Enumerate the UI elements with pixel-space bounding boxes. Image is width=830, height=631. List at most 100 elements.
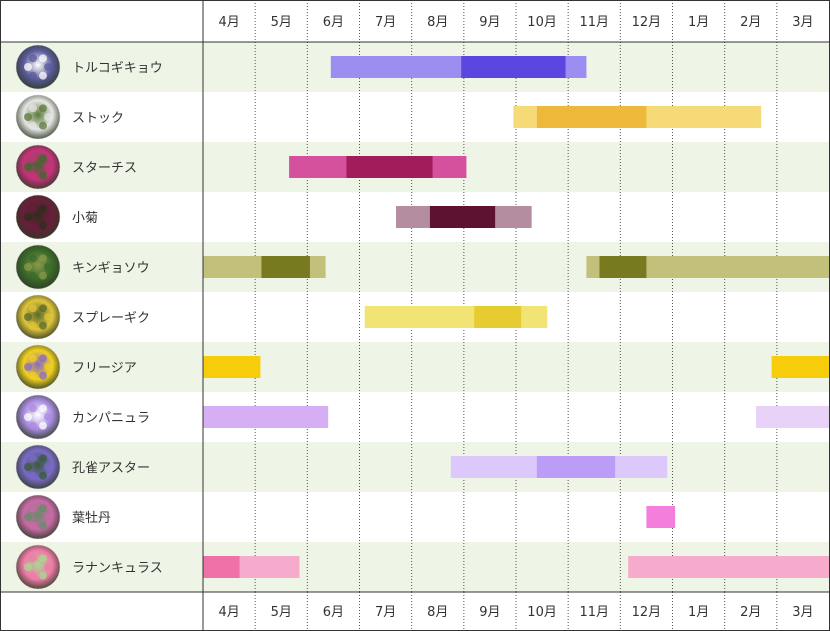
row-background [0, 442, 830, 492]
row-background [0, 392, 830, 442]
statice-photo [15, 144, 61, 190]
petal-mark [29, 221, 37, 230]
season-bars [203, 56, 829, 578]
month-tick-label: 11月 [579, 605, 609, 620]
month-tick-label: 7月 [375, 605, 396, 620]
petal-mark [29, 571, 37, 580]
flower-row-label: ストック [15, 94, 124, 140]
petal-mark [29, 204, 37, 213]
petal-mark [39, 121, 47, 130]
petal-mark [24, 213, 32, 221]
month-tick-label: 8月 [427, 605, 448, 620]
petal-mark [39, 354, 47, 363]
petal-mark [39, 171, 47, 180]
petal-mark [24, 263, 32, 271]
petal-mark [39, 521, 47, 530]
peacock-aster-photo [15, 444, 61, 490]
flower-name: 葉牡丹 [72, 511, 111, 526]
snapdragon-photo [15, 244, 61, 290]
season-bar [429, 206, 496, 228]
petal-mark [44, 213, 52, 221]
petal-mark [39, 504, 47, 513]
petal-mark [29, 504, 37, 513]
petal-mark [29, 521, 37, 530]
petal-mark [29, 54, 37, 63]
month-tick-label: 10月 [527, 15, 557, 30]
campanula-photo [15, 394, 61, 440]
petal-mark [44, 113, 52, 121]
month-tick-label: 2月 [740, 605, 761, 620]
month-tick-label: 12月 [632, 605, 662, 620]
petal-mark [39, 54, 47, 63]
petal-mark [24, 163, 32, 171]
petal-mark [24, 363, 32, 371]
petal-mark [29, 421, 37, 430]
season-bar [536, 106, 647, 128]
petal-mark [29, 121, 37, 130]
flower-row-label: ラナンキュラス [15, 544, 163, 590]
petal-mark [39, 554, 47, 563]
flower-name: フリージア [72, 361, 137, 376]
petal-mark [24, 63, 32, 71]
petal-mark [29, 354, 37, 363]
flower-row-label: 小菊 [15, 194, 98, 240]
season-bar [203, 406, 329, 428]
petal-mark [29, 404, 37, 413]
month-tick-label: 1月 [688, 605, 709, 620]
petal-mark [39, 421, 47, 430]
eustoma-photo [15, 44, 61, 90]
header-background [0, 0, 830, 42]
petal-mark [39, 254, 47, 263]
flower-row-label: スターチス [15, 144, 137, 190]
petal-mark [39, 454, 47, 463]
petal-mark [39, 154, 47, 163]
flower-row-label: カンパニュラ [15, 394, 150, 440]
season-bar [628, 556, 829, 578]
ranunculus-photo [15, 544, 61, 590]
flower-row-label: トルコギキョウ [15, 44, 163, 90]
petal-mark [39, 71, 47, 80]
month-tick-label: 7月 [375, 15, 396, 30]
flower-name: ラナンキュラス [72, 561, 163, 576]
small-chrysanthemum-photo [15, 194, 61, 240]
month-tick-label: 4月 [218, 605, 239, 620]
petal-mark [24, 463, 32, 471]
flower-name: キンギョソウ [72, 261, 150, 276]
petal-mark [29, 554, 37, 563]
petal-mark [29, 454, 37, 463]
petal-mark [39, 221, 47, 230]
row-background [0, 492, 830, 542]
season-bar [203, 356, 261, 378]
flower-name: 小菊 [72, 211, 98, 226]
flower-row-label: 葉牡丹 [15, 494, 111, 540]
petal-mark [29, 321, 37, 330]
petal-mark [44, 413, 52, 421]
petal-mark [29, 154, 37, 163]
petal-mark [39, 304, 47, 313]
petal-mark [29, 171, 37, 180]
season-bar [599, 256, 647, 278]
flower-name: スターチス [72, 161, 137, 176]
flower-name: トルコギキョウ [72, 61, 163, 76]
petal-mark [29, 254, 37, 263]
petal-mark [44, 363, 52, 371]
flower-name: ストック [72, 111, 124, 126]
month-tick-label: 3月 [792, 15, 813, 30]
season-bar [586, 256, 829, 278]
season-bar [771, 356, 829, 378]
footer-background [0, 592, 830, 631]
season-bar [474, 306, 522, 328]
season-bar [536, 456, 616, 478]
flower-row-label: フリージア [15, 344, 137, 390]
month-tick-label: 12月 [632, 15, 662, 30]
month-tick-label: 9月 [479, 605, 500, 620]
petal-mark [24, 513, 32, 521]
flower-row-label: キンギョソウ [15, 244, 150, 290]
month-tick-label: 5月 [271, 605, 292, 620]
month-header: 4月 5月 6月 7月 8月 9月 10月 11月 12月 1月 2月 3月 [0, 0, 830, 42]
petal-mark [44, 313, 52, 321]
month-tick-label: 6月 [323, 605, 344, 620]
month-tick-label: 10月 [527, 605, 557, 620]
row-backgrounds [0, 42, 830, 592]
petal-mark [39, 371, 47, 380]
